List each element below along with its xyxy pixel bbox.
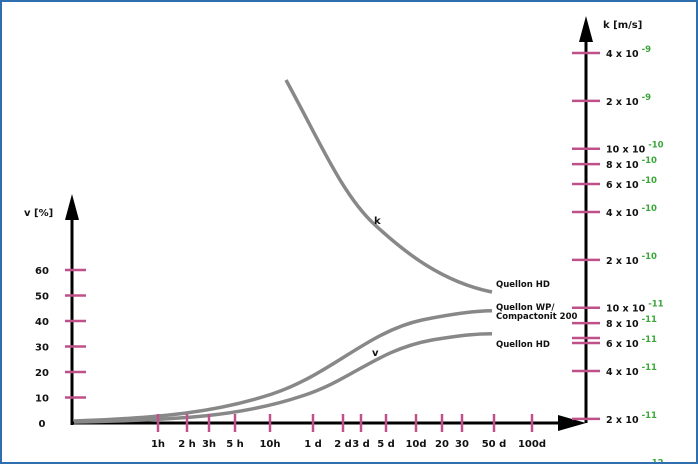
right-tick-label: 4 x 10 [606, 49, 639, 60]
series-label-v-lower: Quellon HD [496, 340, 550, 350]
curve-label-k: k [374, 216, 381, 227]
right-tick-label: 8 x 10 [606, 160, 639, 171]
x-tick-label: 20 [435, 439, 449, 450]
right-tick-exponent: -12 [648, 459, 663, 462]
x-tick-label: 3h [202, 439, 216, 450]
right-axis-arrow [579, 16, 593, 42]
curve-label-v: v [372, 348, 379, 359]
right-tick-label: 6 x 10 [606, 339, 639, 350]
series-v-lower-line [73, 332, 493, 424]
right-tick-exponent: -10 [648, 141, 663, 151]
x-tick-label: 1h [151, 439, 165, 450]
x-tick-label: 2 d [334, 439, 352, 450]
right-tick-exponent: -11 [642, 411, 657, 421]
right-tick-exponent: -11 [642, 335, 657, 345]
left-axis-arrow [65, 194, 79, 220]
right-tick-label: 2 x 10 [606, 97, 639, 108]
x-tick-label: 10d [405, 439, 426, 450]
right-tick-exponent: -10 [642, 156, 657, 166]
left-tick-label: 10 [35, 394, 49, 405]
right-tick-label: 4 x 10 [606, 367, 639, 378]
x-tick-label: 3 d [352, 439, 370, 450]
left-tick-label: 50 [35, 292, 49, 303]
right-tick-label: 4 x 10 [606, 208, 639, 219]
series-label-k: Quellon HD [496, 280, 550, 290]
x-tick-label: 50 d [482, 439, 507, 450]
left-tick-label: 60 [35, 266, 49, 277]
right-tick-exponent: -10 [642, 176, 657, 186]
right-tick-exponent: -10 [642, 252, 657, 262]
series-label-v-upper: Quellon WP/ Compactonit 200 [496, 303, 578, 322]
right-tick-label: 2 x 10 [606, 415, 639, 426]
x-axis-arrow [558, 415, 586, 431]
right-tick-label: 10 x 10 [606, 145, 646, 156]
series-label-v-upper-line2: Compactonit 200 [496, 312, 578, 322]
right-tick-exponent: -11 [642, 315, 657, 325]
left-tick-label: 20 [35, 368, 49, 379]
left-tick-label: 30 [35, 343, 49, 354]
x-tick-label: 30 [455, 439, 469, 450]
left-tick-label: 40 [35, 317, 49, 328]
left-tick-label: 0 [39, 419, 46, 430]
series-k-line [284, 79, 493, 294]
right-tick-exponent: -10 [642, 204, 657, 214]
x-tick-label: 1 d [304, 439, 322, 450]
series-label-v-upper-line1: Quellon WP/ [496, 303, 555, 313]
right-tick-label: 8 x 10 [606, 319, 639, 330]
right-axis-label: k [m/s] [603, 20, 642, 31]
x-tick-label: 2 h [178, 439, 196, 450]
series-v-upper-line [73, 309, 493, 423]
right-tick-exponent: -11 [642, 363, 657, 373]
x-tick-label: 5 h [226, 439, 244, 450]
left-axis-label: v [%] [24, 208, 53, 219]
x-tick-label: 100d [518, 439, 546, 450]
right-tick-exponent: -9 [642, 45, 652, 55]
x-tick-label: 10h [259, 439, 280, 450]
right-tick-label: 10 x 10 [606, 304, 646, 315]
right-tick-label: 2 x 10 [606, 256, 639, 267]
right-tick-label: 6 x 10 [606, 180, 639, 191]
x-tick-label: 5 d [377, 439, 395, 450]
right-tick-exponent: -9 [642, 93, 652, 103]
right-tick-exponent: -11 [648, 300, 663, 310]
